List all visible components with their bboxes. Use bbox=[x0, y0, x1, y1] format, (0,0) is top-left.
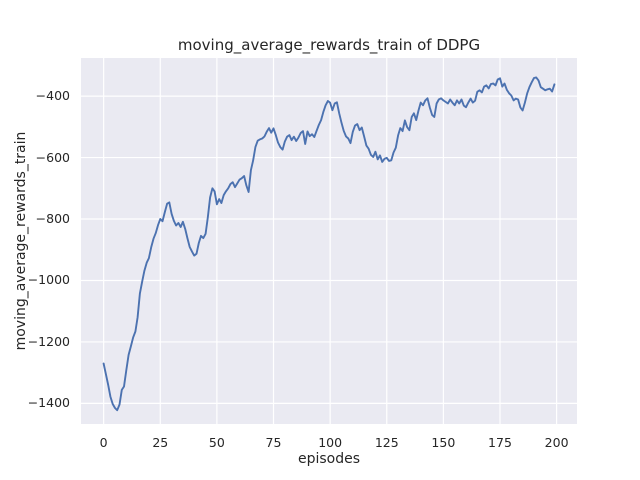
x-tick-label: 200 bbox=[544, 435, 569, 450]
plot-area bbox=[81, 58, 577, 424]
x-tick-label: 100 bbox=[318, 435, 343, 450]
y-tick-label: −1200 bbox=[27, 333, 70, 349]
y-tick-label: −800 bbox=[35, 211, 70, 227]
x-tick-label: 0 bbox=[99, 435, 108, 450]
x-tick-label: 175 bbox=[488, 435, 512, 450]
x-tick-label: 25 bbox=[152, 435, 169, 450]
x-tick-label: 150 bbox=[431, 435, 456, 450]
x-tick-label: 50 bbox=[208, 435, 225, 450]
x-axis-label: episodes bbox=[297, 451, 361, 467]
y-tick-label: −600 bbox=[35, 149, 70, 165]
reward-line-chart bbox=[81, 58, 577, 424]
y-tick-label: −1400 bbox=[27, 395, 70, 411]
series-line bbox=[102, 76, 556, 412]
chart-title: moving_average_rewards_train of DDPG bbox=[177, 36, 481, 54]
y-tick-label: −400 bbox=[35, 88, 70, 104]
x-tick-label: 125 bbox=[374, 435, 399, 450]
y-tick-label: −1000 bbox=[27, 272, 70, 288]
x-tick-label: 75 bbox=[265, 435, 282, 450]
